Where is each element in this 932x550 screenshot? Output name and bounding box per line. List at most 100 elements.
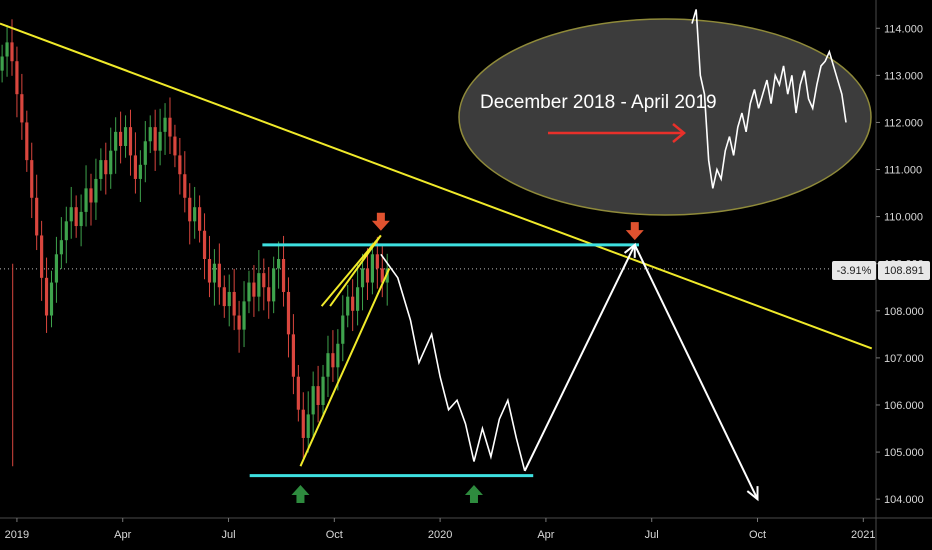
candle-body xyxy=(114,131,118,151)
candle-body xyxy=(183,174,187,198)
x-tick-label: 2019 xyxy=(5,529,29,541)
candle-body xyxy=(148,127,152,142)
downtrend-line xyxy=(0,22,873,350)
candle-body xyxy=(247,282,251,302)
candle-body xyxy=(242,301,246,330)
inset-label: December 2018 - April 2019 xyxy=(480,92,717,113)
candle-body xyxy=(262,273,266,288)
candle-body xyxy=(207,259,212,283)
candle-body xyxy=(89,188,93,203)
candle-body xyxy=(84,188,88,212)
candle-body xyxy=(232,291,236,316)
y-tick-label: 110.000 xyxy=(884,212,923,224)
y-tick-label: 105.000 xyxy=(884,447,924,459)
candle-body xyxy=(301,409,305,438)
x-axis: 2019 Apr Jul Oct 2020 Apr Jul Oct 2021 xyxy=(5,518,876,541)
candle-body xyxy=(119,131,123,146)
candle-body xyxy=(257,273,261,297)
wedge-upper-line xyxy=(320,234,382,307)
candle-body xyxy=(276,259,281,269)
candle-body xyxy=(173,136,177,156)
candle-body xyxy=(326,353,330,377)
candle-body xyxy=(0,56,4,71)
candle-body xyxy=(380,268,384,283)
candle-body xyxy=(5,42,9,57)
candles xyxy=(0,19,389,467)
candle-body xyxy=(10,42,14,62)
candle-body xyxy=(316,386,320,405)
y-tick-label: 108.000 xyxy=(884,306,924,318)
candle-body xyxy=(198,207,202,231)
price-change-tag-box xyxy=(832,261,876,280)
candle-body xyxy=(123,127,128,146)
candle-body xyxy=(163,117,167,132)
inset-panel: December 2018 - April 2019 xyxy=(458,9,872,216)
candle-body xyxy=(178,155,182,175)
candle-body xyxy=(311,386,315,415)
x-tick-label: Jul xyxy=(221,529,235,541)
price-value-tag-box xyxy=(878,261,930,280)
up-arrow-marker-icon xyxy=(464,485,483,504)
candle-body xyxy=(286,291,291,335)
candle-body xyxy=(153,127,157,151)
x-tick-label: Oct xyxy=(326,529,343,541)
y-tick-label: 112.000 xyxy=(884,117,923,129)
y-tick-label: 106.000 xyxy=(884,400,924,412)
candle-body xyxy=(69,207,73,222)
candle-body xyxy=(44,277,49,316)
price-tag: -3.91% 108.891 xyxy=(832,261,930,280)
y-tick-label: 107.000 xyxy=(884,353,924,365)
x-tick-label: 2020 xyxy=(428,529,452,541)
inset-arrowhead-icon xyxy=(672,123,686,143)
candle-body xyxy=(128,127,133,156)
y-axis: 114.000113.000112.000111.000110.000109.0… xyxy=(876,23,924,506)
candle-body xyxy=(133,155,138,179)
candle-body xyxy=(74,207,78,227)
wedge-lower-line xyxy=(299,268,391,467)
candle-body xyxy=(267,287,271,302)
candle-body xyxy=(15,61,19,95)
price-change-tag: -3.91% xyxy=(837,265,872,277)
candle-body xyxy=(222,287,226,307)
projection-arrowhead-up xyxy=(623,242,636,258)
candle-body xyxy=(168,117,172,137)
candle-body xyxy=(217,263,221,288)
candle-body xyxy=(296,376,300,410)
candle-body xyxy=(281,259,286,292)
y-tick-label: 114.000 xyxy=(884,23,923,35)
candle-body xyxy=(252,282,256,297)
candle-body xyxy=(94,178,98,203)
projection-arrow-down xyxy=(633,244,759,500)
drawings xyxy=(0,22,873,504)
inset-price-line xyxy=(691,9,847,189)
candle-body xyxy=(212,263,217,283)
candle-body xyxy=(64,221,68,241)
candle-body xyxy=(355,287,360,311)
projection-arrowhead-down xyxy=(746,486,759,502)
candle-body xyxy=(336,343,340,368)
x-tick-label: Jul xyxy=(645,529,659,541)
inset-ellipse xyxy=(458,18,872,216)
x-tick-label: 2021 xyxy=(851,529,875,541)
candle-body xyxy=(40,235,44,278)
y-tick-label: 111.000 xyxy=(884,165,922,177)
candle-body xyxy=(188,197,192,222)
candle-body xyxy=(79,211,83,227)
candle-body xyxy=(365,268,370,283)
candle-body xyxy=(202,230,207,259)
x-tick-label: Oct xyxy=(749,529,766,541)
candle-body xyxy=(59,240,63,255)
candle-body xyxy=(25,122,29,161)
candle-body xyxy=(138,164,142,179)
y-tick-label: 113.000 xyxy=(884,70,923,82)
candle-body xyxy=(99,160,103,179)
candle-body xyxy=(375,254,379,269)
candle-body xyxy=(143,141,147,165)
candle-body xyxy=(272,268,276,302)
candle-body xyxy=(370,254,375,283)
up-arrow-marker-icon xyxy=(291,485,310,504)
down-arrow-marker-icon xyxy=(371,212,390,231)
candle-body xyxy=(360,268,365,288)
candle-body xyxy=(104,160,108,175)
